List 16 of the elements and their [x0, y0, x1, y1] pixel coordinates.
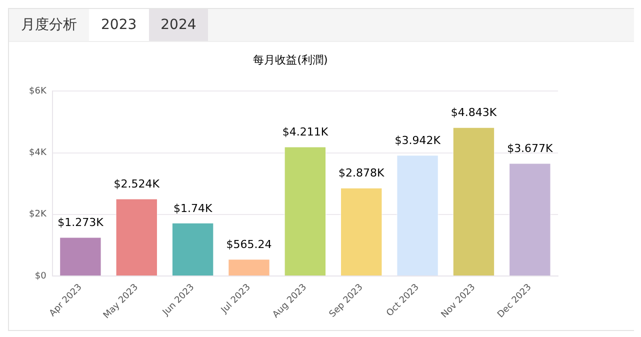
y-tick-label: $0	[34, 271, 47, 282]
y-tick-label: $6K	[28, 86, 48, 97]
data-label: $1.273K	[58, 216, 104, 230]
data-label: $2.524K	[114, 178, 160, 191]
chart-title: 每月收益(利潤)	[253, 53, 328, 66]
data-label: $4.843K	[450, 106, 498, 120]
data-label: $4.211K	[282, 126, 329, 139]
data-label: $1.74K	[173, 202, 213, 215]
y-tick-label: $2K	[28, 210, 48, 220]
data-label: $2.878K	[338, 166, 385, 180]
y-tick-label: $4K	[28, 148, 48, 158]
data-label: $3.677K	[507, 142, 554, 156]
tab: 2024	[148, 9, 208, 41]
data-label: $565.24	[226, 238, 272, 251]
tab: 2023	[89, 9, 149, 41]
data-label: $3.942K	[394, 134, 442, 147]
